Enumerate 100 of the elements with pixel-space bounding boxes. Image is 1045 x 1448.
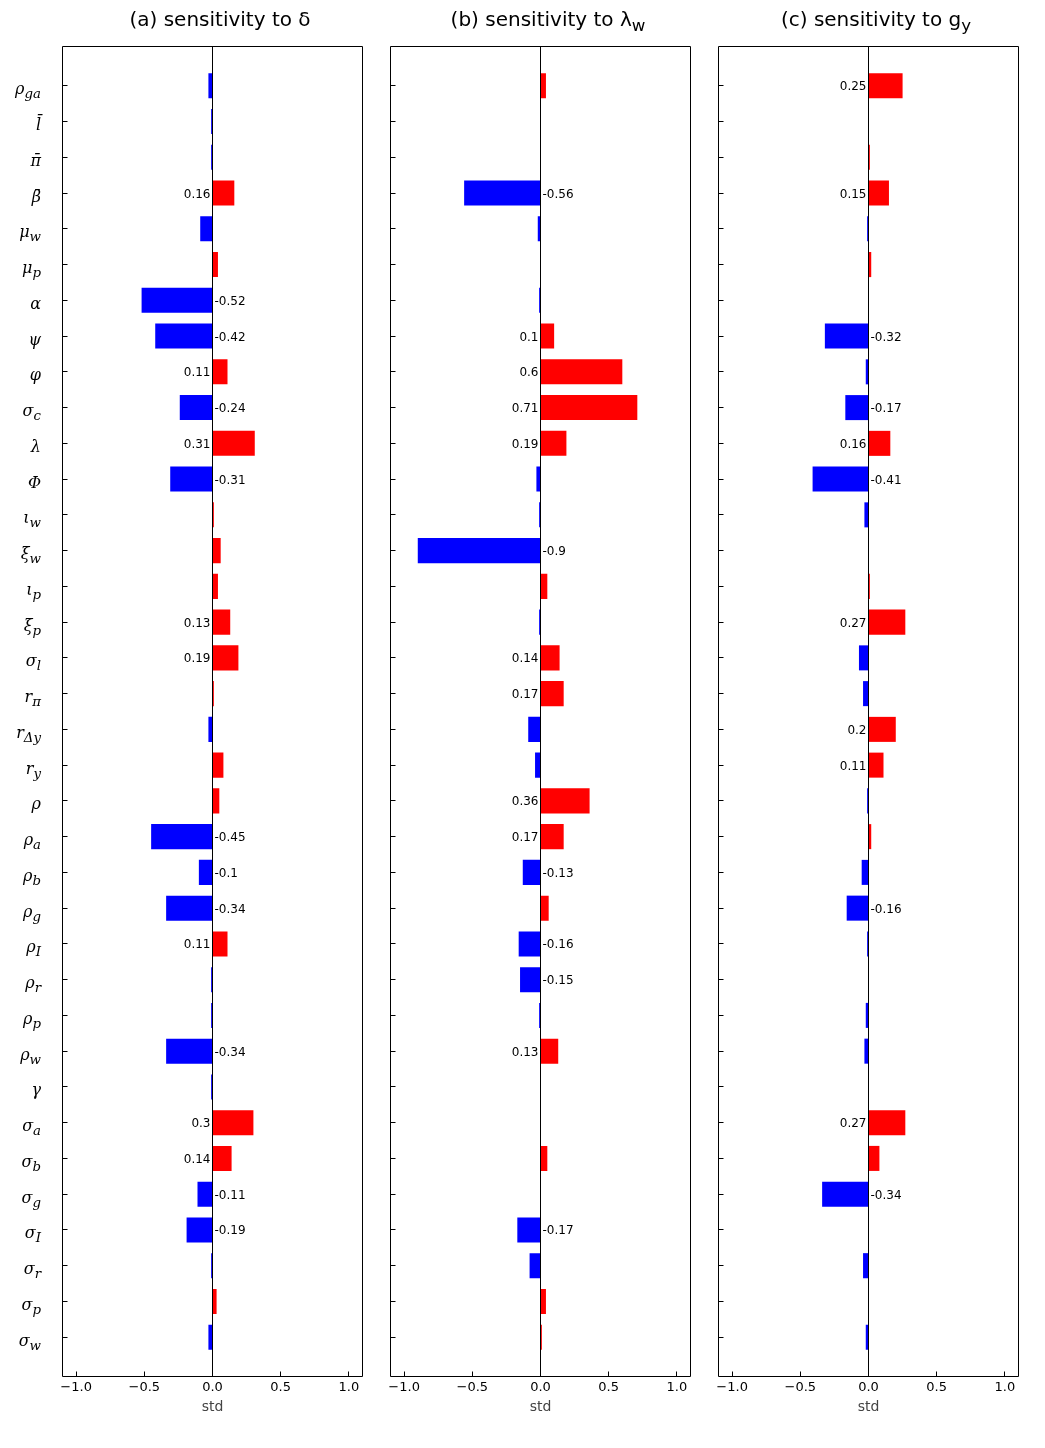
y-tick-label: σ$_{p}$ — [20, 1294, 41, 1320]
y-tick-label: σ$_{c}$ — [21, 401, 41, 426]
y-tick-label: ρ$_{p}$ — [22, 1008, 41, 1034]
data-label: 0.16 — [183, 186, 211, 201]
data-label: 0.13 — [511, 1044, 539, 1059]
y-tick-label: ξ$_{p}$ — [22, 615, 41, 640]
data-label: -0.52 — [214, 293, 246, 308]
data-label: 0.17 — [511, 830, 539, 845]
data-label: -0.9 — [542, 544, 566, 559]
data-label: -0.24 — [214, 401, 246, 416]
y-tick-label: λ — [29, 436, 41, 457]
x-tick-label: −0.5 — [128, 1378, 161, 1394]
data-label: -0.17 — [542, 1223, 574, 1238]
data-label: -0.15 — [542, 973, 574, 988]
y-tick-label: σ$_{g}$ — [20, 1187, 41, 1212]
y-tick-label: ρ$_{g}$ — [22, 901, 41, 926]
data-label: -0.42 — [214, 329, 246, 344]
data-label: 0.36 — [511, 794, 539, 809]
chart-title: (b) sensitivity to λ$_{w}$ — [450, 6, 646, 37]
data-label: 0.3 — [191, 1116, 211, 1131]
x-tick-label: −1.0 — [716, 1378, 748, 1394]
chart-title: (a) sensitivity to δ — [129, 6, 311, 33]
data-label: -0.13 — [542, 865, 574, 880]
y-tick-label: β̄ — [30, 186, 41, 207]
y-tick-label: σ$_{w}$ — [17, 1330, 41, 1355]
data-label: 0.14 — [183, 1151, 211, 1166]
data-label: -0.17 — [870, 401, 902, 416]
x-tick-label: −0.5 — [456, 1378, 489, 1394]
y-tick-label: Φ — [26, 472, 41, 493]
y-tick-label: π̄ — [29, 150, 41, 171]
y-tick-label: μ$_{w}$ — [18, 222, 41, 247]
data-label: 0.71 — [511, 401, 539, 416]
data-label: -0.34 — [214, 901, 246, 916]
data-label: 0.19 — [511, 436, 539, 451]
data-label: 0.6 — [519, 365, 539, 380]
data-label: 0.11 — [839, 758, 867, 773]
y-tick-label: ξ$_{w}$ — [19, 544, 41, 569]
data-label: -0.34 — [214, 1044, 246, 1059]
y-tick-label: σ$_{r}$ — [22, 1259, 41, 1284]
data-label: 0.17 — [511, 687, 539, 702]
x-axis-title: std — [201, 1397, 224, 1414]
data-label: 0.13 — [183, 615, 211, 630]
data-label: -0.19 — [214, 1223, 246, 1238]
y-tick-label: ρ$_{I}$ — [25, 937, 41, 962]
data-label: 0.15 — [839, 186, 867, 201]
y-tick-label: φ — [28, 365, 41, 386]
x-axis-title: std — [857, 1397, 880, 1414]
x-tick-label: −0.5 — [784, 1378, 817, 1394]
x-tick-label: 0.0 — [202, 1378, 223, 1394]
data-label: 0.27 — [839, 1116, 867, 1131]
data-label: -0.45 — [214, 830, 246, 845]
data-label: 0.16 — [839, 436, 867, 451]
y-tick-label: ι$_{p}$ — [25, 579, 41, 605]
y-tick-label: r$_{y}$ — [24, 758, 41, 783]
y-tick-label: r$_{π}$ — [23, 687, 41, 712]
y-tick-label: ρ$_{a}$ — [22, 830, 41, 855]
y-tick-label: α — [29, 293, 41, 314]
data-label: 0.14 — [511, 651, 539, 666]
data-label: 0.27 — [839, 615, 867, 630]
data-label: -0.16 — [542, 937, 574, 952]
y-tick-label: l̄ — [34, 115, 41, 136]
y-tick-label: ρ — [30, 794, 41, 815]
x-tick-label: 1.0 — [338, 1378, 360, 1394]
y-tick-label: ρ$_{b}$ — [22, 865, 41, 891]
y-tick-label: ι$_{w}$ — [22, 508, 41, 533]
x-tick-label: −1.0 — [388, 1378, 420, 1394]
x-tick-label: 0.0 — [530, 1378, 551, 1394]
data-label: 0.25 — [839, 79, 867, 94]
y-tick-label: σ$_{I}$ — [23, 1223, 41, 1248]
data-label: -0.11 — [214, 1187, 246, 1202]
y-tick-label: σ$_{l}$ — [24, 651, 41, 676]
x-tick-label: 0.5 — [270, 1378, 292, 1394]
y-tick-label: ψ — [27, 329, 41, 350]
x-axis-title: std — [529, 1397, 552, 1414]
y-tick-label: γ — [30, 1080, 41, 1101]
x-tick-label: 1.0 — [994, 1378, 1016, 1394]
data-label: -0.41 — [870, 472, 902, 487]
y-tick-label: ρ$_{ga}$ — [14, 79, 41, 104]
y-tick-label: σ$_{a}$ — [21, 1116, 41, 1141]
data-label: 0.31 — [183, 436, 211, 451]
x-tick-label: 0.0 — [858, 1378, 879, 1394]
x-tick-label: 0.5 — [926, 1378, 948, 1394]
data-label: 0.2 — [847, 722, 867, 737]
data-label: 0.19 — [183, 651, 211, 666]
data-label: -0.31 — [214, 472, 246, 487]
y-tick-label: ρ$_{w}$ — [19, 1044, 41, 1069]
y-tick-label: σ$_{b}$ — [20, 1151, 41, 1177]
x-tick-label: −1.0 — [60, 1378, 92, 1394]
data-label: 0.1 — [519, 329, 539, 344]
chart-title: (c) sensitivity to g$_{y}$ — [780, 6, 972, 37]
data-label: -0.34 — [870, 1187, 902, 1202]
data-label: 0.11 — [183, 937, 211, 952]
data-label: 0.11 — [183, 365, 211, 380]
y-tick-label: ρ$_{r}$ — [24, 973, 41, 998]
x-tick-label: 0.5 — [598, 1378, 620, 1394]
data-label: -0.16 — [870, 901, 902, 916]
y-tick-label: μ$_{p}$ — [21, 258, 41, 283]
data-label: -0.56 — [542, 186, 574, 201]
data-label: -0.1 — [214, 865, 238, 880]
y-tick-label: r$_{Δy}$ — [15, 722, 41, 748]
